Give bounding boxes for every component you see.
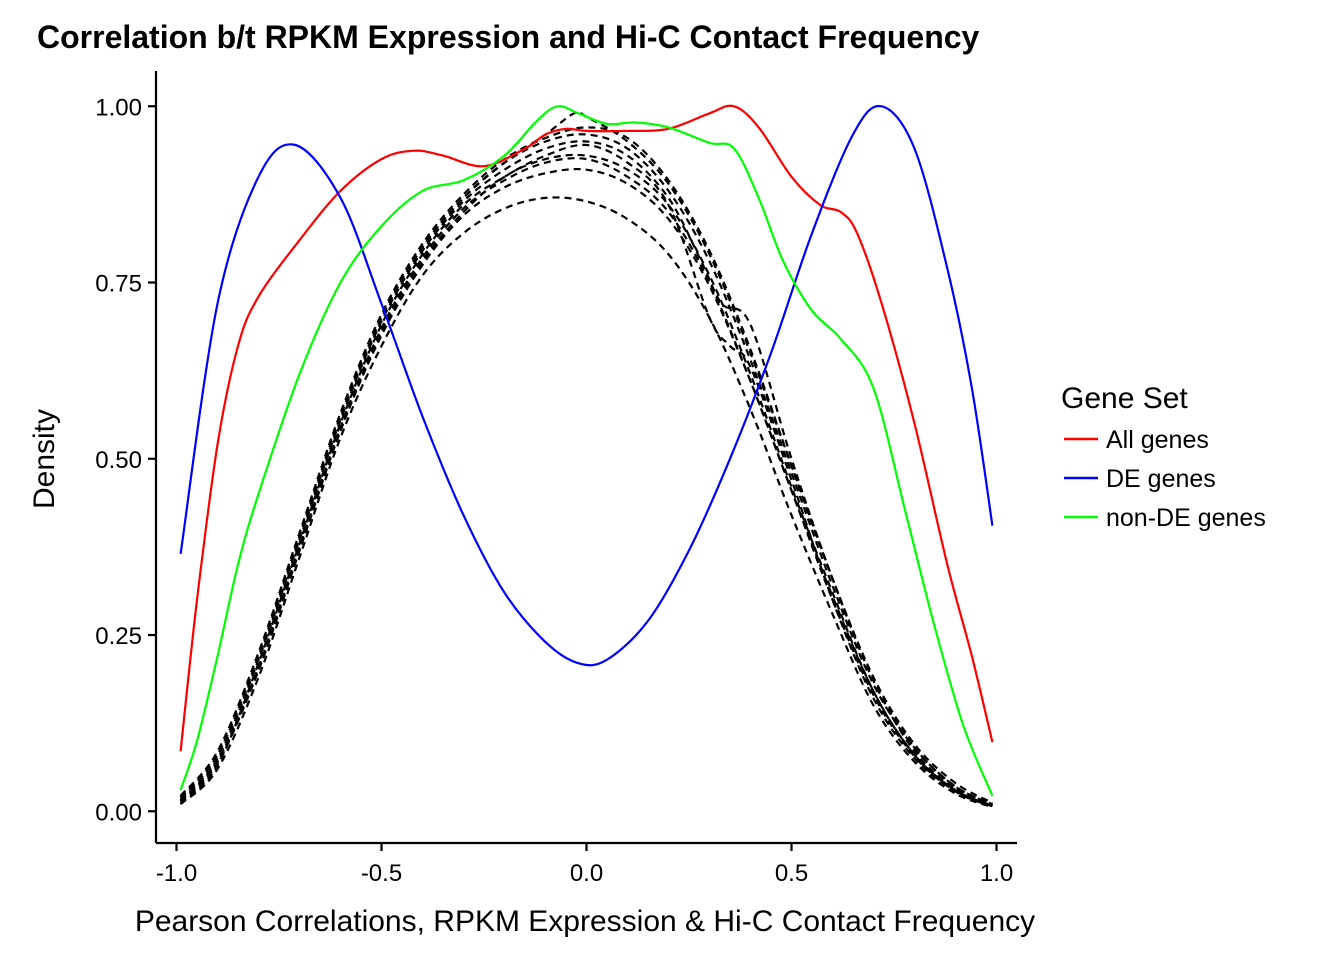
legend: Gene Set All genes DE genes non-DE genes [1061,382,1266,532]
x-tick-label: -1.0 [156,860,197,887]
dashed-density-line-8 [179,110,993,806]
dashed-density-line-5 [179,140,993,806]
series-line-de-genes [179,104,994,667]
dashed-density-line-7 [179,157,993,807]
legend-entries: All genes DE genes non-DE genes [1064,426,1266,532]
legend-label-de-genes: DE genes [1106,465,1216,493]
series-line-all-genes [179,104,994,752]
x-ticks: -1.0 -0.5 0.0 0.5 1.0 [156,843,1013,887]
dashed-density-line-1 [179,196,993,809]
dashed-density-line-6 [179,126,993,804]
y-axis-label: Density [28,409,61,509]
legend-label-non-de-genes: non-DE genes [1106,504,1266,532]
legend-label-all-genes: All genes [1106,426,1209,454]
y-tick-label: 0.50 [95,447,142,474]
dashed-density-line-9 [179,167,993,808]
x-axis-label: Pearson Correlations, RPKM Expression & … [135,905,1035,938]
x-tick-label: 0.0 [570,860,603,887]
dashed-density-line-2 [179,153,993,807]
y-tick-label: 1.00 [95,94,142,121]
y-tick-label: 0.00 [95,799,142,826]
x-tick-label: 0.5 [775,860,808,887]
chart-title: Correlation b/t RPKM Expression and Hi-C… [37,19,980,55]
x-tick-label: 1.0 [980,860,1013,887]
series-line-non-de-genes [179,105,994,797]
legend-title: Gene Set [1061,382,1188,415]
dashed-density-line-4 [179,143,993,808]
y-ticks: 0.00 0.25 0.50 0.75 1.00 [95,94,156,826]
x-tick-label: -0.5 [361,860,402,887]
y-tick-label: 0.75 [95,271,142,298]
y-tick-label: 0.25 [95,623,142,650]
series-layer [179,104,994,809]
